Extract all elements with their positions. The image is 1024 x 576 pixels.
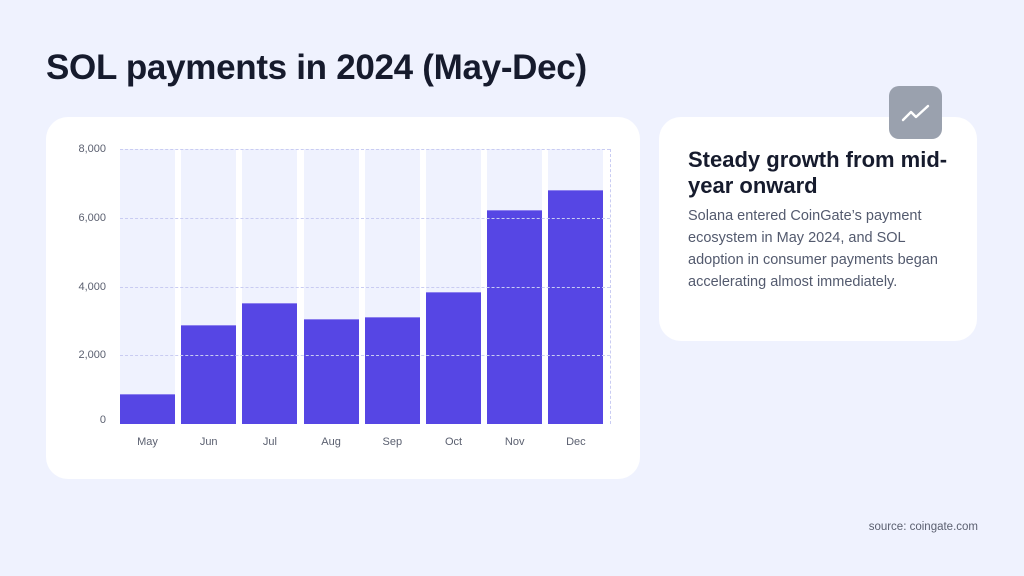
bar-jun[interactable] [181, 324, 237, 424]
gridline [120, 286, 610, 288]
info-card [659, 117, 977, 341]
bar-dec[interactable] [548, 189, 604, 424]
info-body: Solana entered CoinGate’s payment ecosys… [688, 208, 938, 290]
gridline [120, 217, 610, 219]
x-axis-label: May [137, 436, 158, 448]
bar-oct[interactable] [426, 292, 481, 424]
source-note: source: coingate.com [868, 521, 978, 533]
x-axis-label: Dec [566, 436, 586, 448]
page-title: SOL payments in 2024 (May-Dec) [46, 48, 587, 87]
bar-jul[interactable] [242, 303, 298, 424]
y-axis-label: 6,000 [78, 211, 106, 224]
gridline [120, 355, 610, 357]
plot-right-border [610, 149, 611, 424]
y-axis-label: 4,000 [78, 280, 106, 293]
y-axis-label: 8,000 [78, 143, 106, 155]
info-heading: Steady growth from mid-year onward [688, 147, 948, 198]
bar-may[interactable] [120, 394, 175, 424]
x-axis-label: Jun [199, 436, 218, 448]
x-axis-label: Oct [444, 436, 463, 448]
trend-up-icon [889, 86, 942, 139]
bar-aug[interactable] [303, 318, 359, 424]
y-axis-label: 2,000 [78, 349, 106, 362]
x-axis-label: Nov [504, 436, 525, 448]
y-axis-label: 0 [99, 414, 106, 426]
x-axis-label: Sep [382, 436, 403, 448]
bar-nov[interactable] [487, 210, 543, 424]
x-axis-label: Jul [262, 436, 277, 448]
x-axis-label: Aug [321, 436, 341, 448]
bar-sep[interactable] [364, 316, 420, 424]
gridline [120, 149, 610, 150]
